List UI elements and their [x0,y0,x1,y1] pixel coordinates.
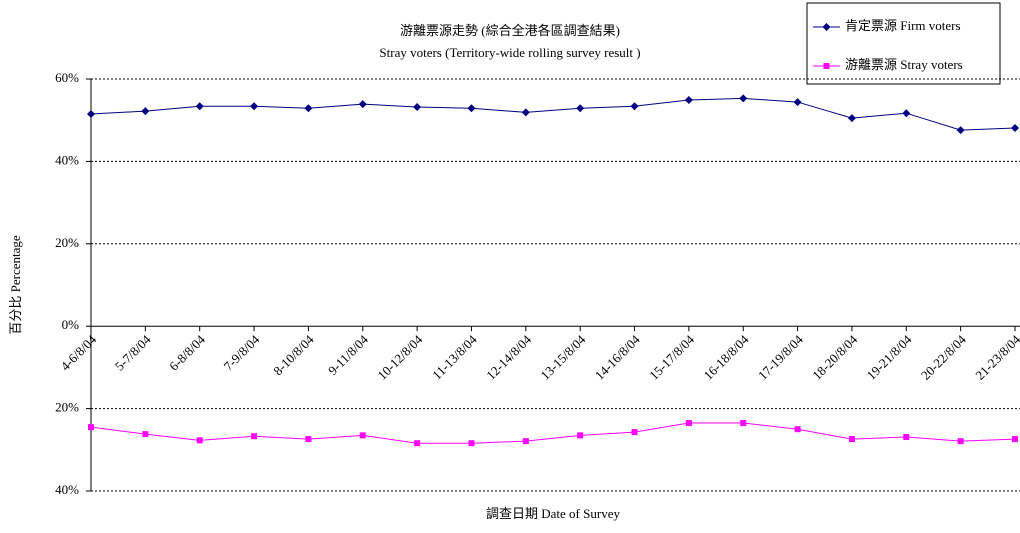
point [847,114,856,123]
point [195,102,204,111]
x-tick-label: 17-19/8/04 [755,331,806,382]
x-tick-label: 15-17/8/04 [646,331,697,382]
point [87,110,95,119]
chart-subtitle: Stray voters (Territory-wide rolling sur… [379,45,640,60]
x-tick-label: 6-8/8/04 [166,331,208,373]
x-tick-label: 12-14/8/04 [483,331,534,382]
point [684,96,693,105]
x-tick-label: 16-18/8/04 [701,331,752,382]
y-tick-label: 20% [55,400,79,415]
point [250,102,259,111]
point [305,436,312,443]
legend-box [806,2,1001,85]
point [794,426,801,433]
y-tick-label: 0% [62,317,80,332]
point [1011,124,1019,133]
x-tick-label: 9-11/8/04 [325,331,371,377]
point [142,431,149,438]
point [956,126,965,135]
point [358,100,367,109]
point [521,108,530,117]
series-line [90,422,1016,444]
point [903,434,910,441]
point [630,102,639,111]
point [739,94,748,103]
point [304,104,313,113]
x-tick-label: 11-13/8/04 [429,331,480,382]
y-tick-label: 60% [55,70,79,85]
point [1012,436,1018,443]
x-tick-label: 21-23/8/04 [972,331,1020,382]
x-tick-label: 5-7/8/04 [112,331,154,373]
chart-title: 游離票源走勢 (綜合全港各區調查結果) [400,23,620,38]
point [141,107,150,116]
point [413,103,422,112]
x-tick-label: 18-20/8/04 [809,331,860,382]
y-tick-label: 40% [55,152,79,167]
legend-label: 肯定票源 Firm voters [845,18,961,33]
point [685,420,692,427]
series-line [90,97,1016,131]
x-tick-label: 20-22/8/04 [918,331,969,382]
x-tick-label: 19-21/8/04 [864,331,915,382]
point [957,438,964,445]
point [902,109,911,118]
y-tick-label: 20% [55,235,79,250]
point [740,420,747,427]
point [88,424,94,431]
x-tick-label: 4-6/8/04 [57,331,99,373]
x-axis-label: 調查日期 Date of Survey [486,506,620,521]
y-tick-label: 40% [55,482,79,497]
point [848,436,855,443]
point [468,440,475,447]
point [359,432,366,439]
point [576,104,585,113]
point [793,98,802,107]
x-tick-label: 10-12/8/04 [374,331,425,382]
point [823,63,830,69]
legend-label: 游離票源 Stray voters [845,57,963,72]
x-tick-label: 7-9/8/04 [221,331,263,373]
x-tick-label: 14-16/8/04 [592,331,643,382]
point [577,432,584,439]
point [467,104,476,113]
point [196,437,203,444]
point [822,23,831,31]
point [631,429,638,436]
point [414,440,421,447]
point [251,433,258,440]
point [522,438,529,445]
x-tick-label: 13-15/8/04 [537,331,588,382]
x-tick-label: 8-10/8/04 [270,331,317,378]
y-axis-label: 百分比 Percentage [8,235,23,335]
